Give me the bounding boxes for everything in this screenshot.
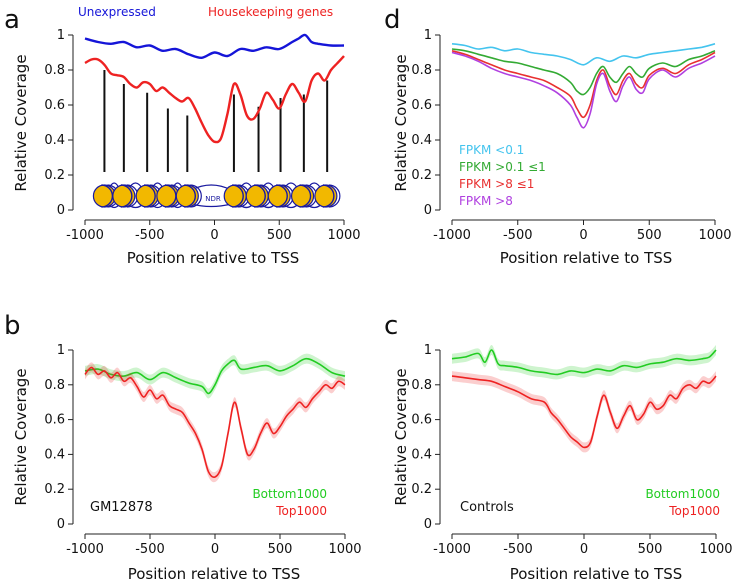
- panel-d-series-fpkm-0-1: [451, 43, 716, 66]
- panel-d-y-tick-label: 0.4: [411, 133, 432, 148]
- panel-d-y-tick-label: 0.6: [411, 98, 432, 113]
- nucleosome-icon: [175, 184, 202, 208]
- panel-a-x-tick-label: -500: [135, 228, 165, 243]
- panel-c-y-tick-label: 0.8: [411, 378, 432, 393]
- panel-d-y-tick-label: 1: [424, 28, 432, 43]
- panel-b-x-tick-label: -1000: [66, 542, 104, 557]
- panel-c-y-tick-label: 1: [424, 343, 432, 358]
- panel-b-y-tick-label: 0.4: [44, 447, 65, 462]
- panel-d-x-axis-title: Position relative to TSS: [500, 249, 673, 267]
- panel-c-sample-label: Controls: [460, 500, 514, 515]
- panel-c-series-top1000: [451, 375, 717, 449]
- panel-c-legend-top1000: Top1000: [668, 504, 720, 518]
- panel-b-x-tick-label: -500: [135, 542, 165, 557]
- panel-b-y-tick-label: 0: [57, 517, 65, 532]
- panel-d-legend-fpkm-gt-8: FPKM >8: [459, 194, 513, 208]
- panel-d-legend-fpkm-lt-0.1: FPKM <0.1: [459, 143, 524, 157]
- panel-a-x-tick-label: -1000: [66, 228, 104, 243]
- panel-c-x-tick-label: 500: [638, 542, 663, 557]
- panel-b-x-tick-label: 1000: [328, 542, 361, 557]
- panel-d-y-tick-label: 0.8: [411, 63, 432, 78]
- panel-c-x-axis-title: Position relative to TSS: [510, 565, 683, 582]
- panel-a-legend-housekeeping: Housekeeping genes: [208, 5, 333, 19]
- panel-b-x-tick-label: 0: [211, 542, 219, 557]
- panel-b-letter: b: [4, 311, 21, 341]
- panel-a: a Unexpressed Housekeeping genes Positio…: [4, 5, 361, 267]
- panel-a-y-tick-label: 1: [57, 28, 65, 43]
- panel-c-y-tick-label: 0.2: [411, 482, 432, 497]
- panel-d-x-tick-label: 0: [579, 228, 587, 243]
- panel-c-legend-bottom1000: Bottom1000: [645, 487, 720, 501]
- panel-b-legend-top1000: Top1000: [275, 504, 327, 518]
- nucleosome-icon: [223, 184, 250, 208]
- panel-a-x-tick-label: 0: [210, 228, 218, 243]
- panel-c-series-bottom1000: [451, 349, 717, 376]
- panel-c-y-tick-label: 0.6: [411, 413, 432, 428]
- nucleosome-icon: [135, 184, 162, 208]
- panel-b-y-tick-label: 1: [57, 343, 65, 358]
- panel-c-band-bottom1000: [452, 344, 716, 380]
- ndr-label: NDR: [205, 195, 221, 203]
- panel-d-y-tick-label: 0: [424, 203, 432, 218]
- panel-d-series-fpkm-0-1-1: [451, 48, 716, 96]
- panel-b-band-bottom1000: [85, 353, 345, 399]
- panel-c: c Position relative to TSS Relative Cove…: [384, 311, 732, 582]
- panel-d-x-tick-label: 500: [637, 228, 662, 243]
- panel-d-x-tick-label: 1000: [698, 228, 731, 243]
- panel-a-y-axis-title: Relative Coverage: [12, 54, 30, 191]
- panel-b-y-tick-label: 0.8: [44, 378, 65, 393]
- panel-a-series-housekeeping-genes: [84, 55, 345, 144]
- panel-d-legend-fpkm-8-1: FPKM >8 ≤1: [459, 177, 534, 191]
- panel-d-x-tick-label: -500: [503, 228, 533, 243]
- panel-b: b Position relative to TSS Relative Cove…: [4, 311, 362, 582]
- panel-b-y-axis-title: Relative Coverage: [12, 368, 30, 505]
- panel-b-x-axis-title: Position relative to TSS: [128, 565, 301, 582]
- panel-b-y-tick-label: 0.6: [44, 413, 65, 428]
- panel-a-x-axis-title: Position relative to TSS: [127, 249, 300, 267]
- panel-d-letter: d: [384, 5, 401, 35]
- panel-b-sample-label: GM12878: [90, 500, 153, 515]
- panel-c-y-tick-label: 0.4: [411, 447, 432, 462]
- panel-a-legend-unexpressed: Unexpressed: [78, 5, 156, 19]
- nucleosome-icon: [112, 184, 139, 208]
- panel-a-series-unexpressed: [84, 33, 345, 60]
- panel-a-y-tick-label: 0.4: [44, 133, 65, 148]
- panel-a-y-tick-label: 0.6: [44, 98, 65, 113]
- panel-b-legend-bottom1000: Bottom1000: [252, 487, 327, 501]
- panel-b-series-top1000: [84, 366, 346, 479]
- panel-c-x-tick-label: -1000: [433, 542, 471, 557]
- panel-a-x-tick-label: 500: [267, 228, 292, 243]
- panel-d-y-axis-title: Relative Coverage: [392, 54, 410, 191]
- panel-c-y-tick-label: 0: [424, 517, 432, 532]
- panel-d-y-tick-label: 0.2: [411, 168, 432, 183]
- panel-c-x-tick-label: -500: [503, 542, 533, 557]
- nucleosome-diagram: [92, 70, 341, 209]
- panel-c-band-top1000: [452, 371, 716, 453]
- panel-d: d Position relative to TSS Relative Cove…: [384, 5, 732, 267]
- panel-d-series-fpkm-8: [451, 51, 716, 129]
- nucleosome-icon: [290, 184, 318, 208]
- panel-d-series-fpkm-8-1: [451, 50, 716, 119]
- panel-d-legend-fpkm-0.1-1: FPKM >0.1 ≤1: [459, 160, 546, 174]
- panel-c-y-axis-title: Relative Coverage: [392, 368, 410, 505]
- panel-a-x-tick-label: 1000: [327, 228, 360, 243]
- panel-a-y-tick-label: 0.2: [44, 168, 65, 183]
- nucleosome-icon: [267, 184, 294, 208]
- panel-a-y-tick-label: 0: [57, 203, 65, 218]
- nucleosome-icon: [245, 184, 272, 208]
- panel-b-band-top1000: [85, 362, 345, 483]
- panel-b-x-tick-label: 500: [268, 542, 293, 557]
- panel-c-x-tick-label: 1000: [699, 542, 732, 557]
- panel-a-y-tick-label: 0.8: [44, 63, 65, 78]
- panel-a-letter: a: [4, 5, 20, 35]
- panel-d-x-tick-label: -1000: [433, 228, 471, 243]
- panel-b-series-bottom1000: [84, 357, 346, 395]
- panel-c-x-tick-label: 0: [580, 542, 588, 557]
- panel-b-y-tick-label: 0.2: [44, 482, 65, 497]
- nucleosome-icon: [314, 184, 341, 208]
- panel-c-letter: c: [384, 311, 398, 341]
